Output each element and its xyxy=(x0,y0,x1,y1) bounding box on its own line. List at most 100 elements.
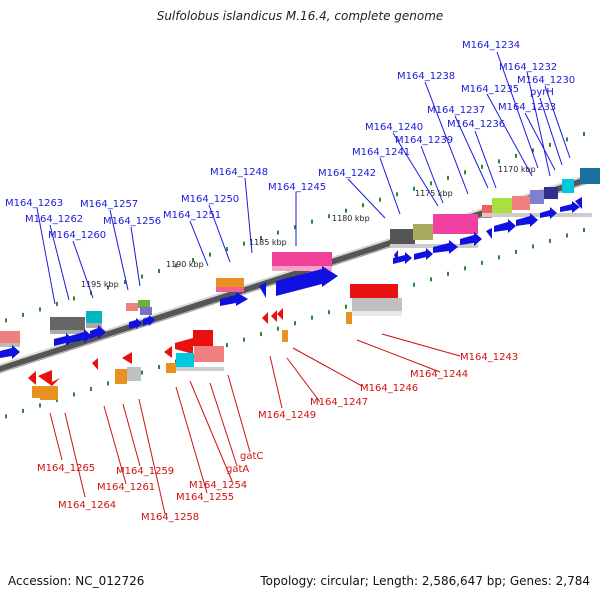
guide-dot xyxy=(549,238,551,243)
gene-label[interactable]: M164_1265 xyxy=(37,463,95,474)
guide-dot xyxy=(141,370,143,375)
tick-label: 1185 kbp xyxy=(249,238,287,247)
guide-dot xyxy=(158,269,160,274)
guide-dot xyxy=(22,312,24,317)
gene-label[interactable]: M164_1240 xyxy=(365,122,423,133)
guide-dot xyxy=(73,296,75,301)
guide-dot xyxy=(141,274,143,279)
gene-label[interactable]: M164_1254 xyxy=(189,480,247,491)
guide-dot xyxy=(413,282,415,287)
guide-dot xyxy=(362,203,364,208)
gene-label[interactable]: M164_1250 xyxy=(181,194,239,205)
guide-dot xyxy=(209,252,211,257)
gene-label[interactable]: M164_1242 xyxy=(318,168,376,179)
guide-dot xyxy=(515,153,517,158)
gene-label[interactable]: gatA xyxy=(226,464,249,475)
genome-summary: Topology: circular; Length: 2,586,647 bp… xyxy=(260,574,590,588)
guide-dot xyxy=(226,343,228,348)
guide-dot xyxy=(175,263,177,268)
gene-label[interactable]: M164_1260 xyxy=(48,230,106,241)
guide-dot xyxy=(379,197,381,202)
gene-label[interactable]: M164_1237 xyxy=(427,105,485,116)
guide-dot xyxy=(243,337,245,342)
guide-dot xyxy=(549,142,551,147)
gene-label[interactable]: M164_1243 xyxy=(460,352,518,363)
gene-label[interactable]: M164_1263 xyxy=(5,198,63,209)
tick-label: 1195 kbp xyxy=(81,280,119,289)
guide-dot xyxy=(90,386,92,391)
guide-dot xyxy=(464,170,466,175)
guide-dot xyxy=(532,148,534,153)
gene-label[interactable]: M164_1233 xyxy=(498,102,556,113)
plus-gene-labels: M164_1263 M164_1262 M164_1260 M164_1257 … xyxy=(5,40,575,241)
plus-feature-track[interactable] xyxy=(0,168,600,359)
guide-dot xyxy=(260,236,262,241)
axis-ticks: 1170 kbp 1175 kbp 1180 kbp 1185 kbp 1190… xyxy=(81,165,536,289)
guide-dot xyxy=(583,227,585,232)
accession-label: Accession: NC_012726 xyxy=(8,574,145,588)
guide-dot xyxy=(192,258,194,263)
guide-dot xyxy=(73,392,75,397)
map-title: Sulfolobus islandicus M.16.4, complete g… xyxy=(156,9,444,23)
gene-label[interactable]: gatC xyxy=(240,451,263,462)
tick-label: 1180 kbp xyxy=(332,214,370,223)
minus-leader-lines xyxy=(49,333,461,515)
gene-label[interactable]: M164_1264 xyxy=(58,500,116,511)
gene-label[interactable]: M164_1248 xyxy=(210,167,268,178)
gene-label[interactable]: M164_1236 xyxy=(447,119,505,130)
guide-dot xyxy=(39,307,41,312)
gene-label[interactable]: M164_1255 xyxy=(176,492,234,503)
gene-label[interactable]: M164_1261 xyxy=(97,482,155,493)
minus-feature-track[interactable] xyxy=(28,284,402,400)
guide-dot xyxy=(260,332,262,337)
guide-dot xyxy=(430,277,432,282)
guide-dot xyxy=(56,301,58,306)
gene-label[interactable]: M164_1262 xyxy=(25,214,83,225)
gene-label[interactable]: M164_1230 xyxy=(517,75,575,86)
guide-dot xyxy=(447,271,449,276)
guide-dot xyxy=(345,304,347,309)
gene-label[interactable]: M164_1232 xyxy=(499,62,557,73)
gene-label[interactable]: M164_1256 xyxy=(103,216,161,227)
gene-label[interactable]: M164_1251 xyxy=(163,210,221,221)
guide-dot xyxy=(566,137,568,142)
gene-label[interactable]: M164_1247 xyxy=(310,397,368,408)
tick-label: 1175 kbp xyxy=(415,189,453,198)
guide-dot xyxy=(107,285,109,290)
guide-dot xyxy=(345,208,347,213)
guide-dot xyxy=(583,131,585,136)
gene-label[interactable]: M164_1257 xyxy=(80,199,138,210)
gene-label[interactable]: M164_1249 xyxy=(258,410,316,421)
gene-label[interactable]: M164_1239 xyxy=(395,135,453,146)
guide-dot xyxy=(498,159,500,164)
gene-label[interactable]: M164_1246 xyxy=(360,383,418,394)
gene-label[interactable]: M164_1241 xyxy=(352,147,410,158)
guide-dot xyxy=(243,241,245,246)
gene-label[interactable]: M164_1245 xyxy=(268,182,326,193)
guide-dot xyxy=(481,164,483,169)
gene-label[interactable]: M164_1258 xyxy=(141,512,199,523)
guide-dot xyxy=(277,326,279,331)
guide-dot xyxy=(413,186,415,191)
guide-dot xyxy=(498,255,500,260)
guide-dot xyxy=(430,181,432,186)
guide-dot xyxy=(311,219,313,224)
guide-dot xyxy=(294,321,296,326)
gene-label[interactable]: M164_1238 xyxy=(397,71,455,82)
guide-dot xyxy=(158,365,160,370)
guide-dot xyxy=(464,266,466,271)
tick-label: 1190 kbp xyxy=(166,260,204,269)
gene-label[interactable]: M164_1244 xyxy=(410,369,468,380)
guide-dot xyxy=(396,192,398,197)
guide-dot xyxy=(5,414,7,419)
gene-label[interactable]: M164_1235 xyxy=(461,84,519,95)
tick-label: 1170 kbp xyxy=(498,165,536,174)
gene-label[interactable]: M164_1259 xyxy=(116,466,174,477)
guide-dot xyxy=(515,249,517,254)
gene-label[interactable]: pyrH xyxy=(530,87,554,98)
guide-dot xyxy=(294,225,296,230)
gene-label[interactable]: M164_1234 xyxy=(462,40,520,51)
guide-dot xyxy=(311,315,313,320)
guide-dot xyxy=(39,403,41,408)
